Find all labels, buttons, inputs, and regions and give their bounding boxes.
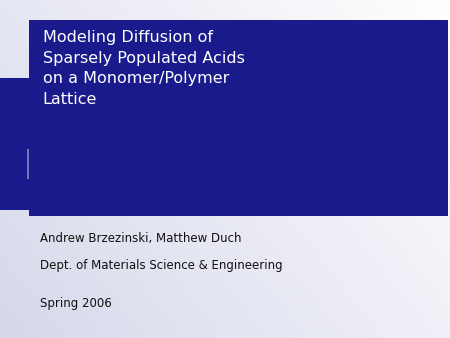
Text: Dept. of Materials Science & Engineering: Dept. of Materials Science & Engineering [40, 259, 283, 271]
Bar [29, 20, 448, 216]
Bar [58, 90, 108, 149]
Bar [88, 83, 128, 122]
Bar [0, 120, 70, 210]
Bar [0, 78, 31, 149]
Text: Spring 2006: Spring 2006 [40, 297, 112, 310]
Text: Andrew Brzezinski, Matthew Duch: Andrew Brzezinski, Matthew Duch [40, 232, 242, 244]
Bar [27, 100, 86, 179]
Text: Modeling Diffusion of
Sparsely Populated Acids
on a Monomer/Polymer
Lattice: Modeling Diffusion of Sparsely Populated… [43, 30, 245, 106]
